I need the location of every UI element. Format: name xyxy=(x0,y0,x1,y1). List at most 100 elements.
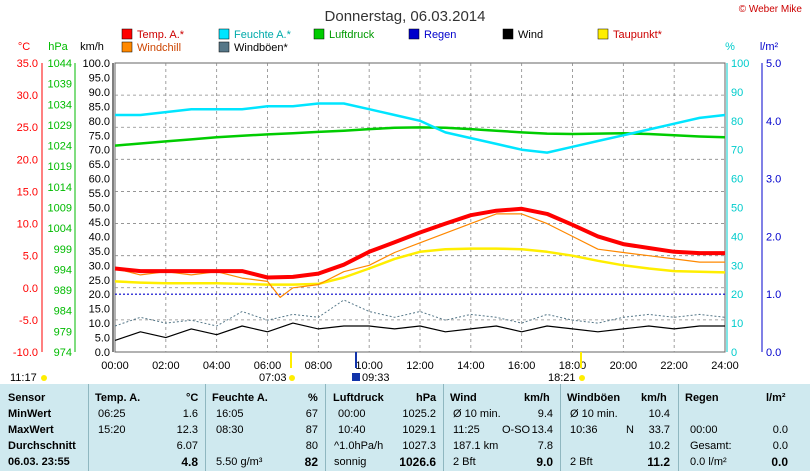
avg-rain-label: Gesamt: xyxy=(690,440,732,452)
y-tick-label: 1009 xyxy=(48,203,72,215)
legend-label: Taupunkt* xyxy=(613,29,663,41)
y-tick-label: 20 xyxy=(731,289,743,301)
x-tick-label: 24:00 xyxy=(711,360,739,372)
max-press-value: 1029.1 xyxy=(402,424,436,436)
row-label-now: 06.03. 23:55 xyxy=(8,456,70,468)
now-gust-value: 11.2 xyxy=(647,455,670,469)
y-tick-label: 999 xyxy=(54,244,72,256)
y-tick-label: 45.0 xyxy=(89,217,110,229)
header-sensor: Sensor xyxy=(8,392,46,404)
moon-icon xyxy=(352,373,360,381)
series-line-windb-en- xyxy=(114,299,726,327)
legend-swatch xyxy=(313,28,325,40)
header-rain-unit: l/m² xyxy=(766,392,786,404)
y-tick-label: 1014 xyxy=(48,182,72,194)
col-separator xyxy=(678,384,679,471)
min-temp-value: 1.6 xyxy=(182,408,198,420)
min-hum-value: 67 xyxy=(305,408,318,420)
y-tick-label: 95.0 xyxy=(89,72,110,84)
x-tick-label: 08:00 xyxy=(305,360,333,372)
avg-press-value: 1027.3 xyxy=(402,440,436,452)
min-wind-value: 9.4 xyxy=(537,408,553,420)
legend-label: Wind xyxy=(518,29,543,41)
y-tick-label: 3.0 xyxy=(766,174,781,186)
sunset-label: 18:21 xyxy=(548,372,576,384)
max-temp-value: 12.3 xyxy=(176,424,198,436)
y-tick-label: 0.0 xyxy=(23,283,38,295)
x-tick-label: 06:00 xyxy=(254,360,282,372)
max-rain-time: 00:00 xyxy=(690,424,718,436)
y-tick-label: 974 xyxy=(54,347,72,359)
avg-gust-value: 10.2 xyxy=(648,440,670,452)
max-wind-time: 11:25 xyxy=(453,424,480,436)
row-label-avg: Durchschnitt xyxy=(8,440,76,452)
series-line-wind xyxy=(114,322,725,341)
min-wind-text: Ø 10 min. xyxy=(453,408,501,420)
series-line-taupunkt- xyxy=(114,247,726,286)
max-gust-direction: N xyxy=(626,424,634,436)
y-tick-label: 75.0 xyxy=(89,130,110,142)
sun-icon xyxy=(579,375,585,381)
y-tick-label: 989 xyxy=(54,285,72,297)
header-pressure-unit: hPa xyxy=(416,392,437,404)
y-tick-label: 80.0 xyxy=(89,116,110,128)
now-wind-beaufort: 2 Bft xyxy=(453,456,476,468)
header-humidity-unit: % xyxy=(308,392,318,404)
y-tick-label: 10.0 xyxy=(17,219,38,231)
col-separator xyxy=(443,384,444,471)
col-separator xyxy=(88,384,89,471)
x-tick-label: 12:00 xyxy=(406,360,434,372)
min-gust-value: 10.4 xyxy=(648,408,670,420)
min-gust-text: Ø 10 min. xyxy=(570,408,618,420)
y-tick-label: 50 xyxy=(731,203,743,215)
y-tick-label: 1.0 xyxy=(766,289,781,301)
now-weather-text: sonnig xyxy=(334,456,367,468)
max-rain-value: 0.0 xyxy=(772,424,788,436)
avg-hum-value: 80 xyxy=(305,440,318,452)
moonset-label: 11:17 xyxy=(10,372,37,384)
legend-label: Feuchte A.* xyxy=(234,29,292,41)
header-gust: Windböen xyxy=(567,392,621,404)
legend-swatch xyxy=(218,41,230,53)
max-wind-value: 13.4 xyxy=(531,424,553,436)
axis-unit-label: hPa xyxy=(48,41,68,53)
legend-label: Windböen* xyxy=(234,42,289,54)
sun-icon xyxy=(289,375,295,381)
min-hum-time: 16:05 xyxy=(216,408,244,420)
now-gust-beaufort: 2 Bft xyxy=(570,456,593,468)
max-hum-value: 87 xyxy=(305,424,318,436)
y-tick-label: 30 xyxy=(731,260,743,272)
max-hum-time: 08:30 xyxy=(216,424,244,436)
avg-temp-value: 6.07 xyxy=(176,440,198,452)
header-wind-unit: km/h xyxy=(524,392,550,404)
series-line-temp-a- xyxy=(114,206,725,280)
header-temp: Temp. A. xyxy=(95,392,141,404)
y-tick-label: 30.0 xyxy=(89,260,110,272)
y-tick-label: 100.0 xyxy=(82,58,110,70)
weather-chart: Donnerstag, 06.03.2014 Temp. A.* Feuchte A… xyxy=(10,8,781,384)
axis-unit-label: % xyxy=(725,41,735,53)
y-tick-label: 40.0 xyxy=(89,231,110,243)
y-tick-label: 40 xyxy=(731,231,743,243)
y-tick-label: 5.0 xyxy=(23,251,38,263)
copyright-label: © Weber Mike xyxy=(738,4,802,15)
y-tick-label: 984 xyxy=(54,306,72,318)
legend-label: Luftdruck xyxy=(329,29,375,41)
max-wind-direction: O-SO xyxy=(502,424,531,436)
avg-wind-distance: 187.1 km xyxy=(453,440,499,452)
now-press-value: 1026.6 xyxy=(399,455,436,469)
x-tick-label: 20:00 xyxy=(610,360,638,372)
legend-label: Regen xyxy=(424,29,456,41)
y-tick-label: 60 xyxy=(731,174,743,186)
y-tick-label: 50.0 xyxy=(89,203,110,215)
y-tick-label: 20.0 xyxy=(89,289,110,301)
max-gust-value: 33.7 xyxy=(648,424,670,436)
y-tick-label: 1024 xyxy=(48,141,72,153)
legend-label: Windchill xyxy=(137,42,181,54)
y-tick-label: 0.0 xyxy=(95,347,110,359)
col-separator xyxy=(205,384,206,471)
avg-rain-value: 0.0 xyxy=(772,440,788,452)
y-tick-label: 1034 xyxy=(48,99,72,111)
x-tick-label: 10:00 xyxy=(355,360,383,372)
min-temp-time: 06:25 xyxy=(98,408,126,420)
